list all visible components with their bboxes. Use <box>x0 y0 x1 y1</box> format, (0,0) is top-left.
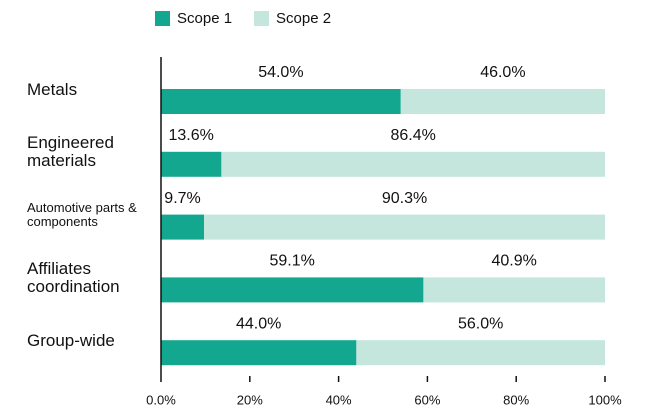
x-tick-label: 0.0% <box>146 392 176 407</box>
value-label: 59.1% <box>270 253 315 270</box>
bar-segment <box>400 89 605 114</box>
value-label: 40.9% <box>492 253 537 270</box>
x-tick-label: 100% <box>588 392 622 407</box>
value-label: 44.0% <box>236 315 281 332</box>
bar-segment <box>161 277 424 303</box>
value-label: 9.7% <box>164 190 200 207</box>
legend-swatch <box>254 11 270 26</box>
value-label: 13.6% <box>169 127 214 144</box>
value-label: 46.0% <box>480 64 525 81</box>
category-label: Engineered materials <box>27 133 114 171</box>
legend-label: Scope 2 <box>276 10 331 27</box>
bar-segment <box>423 277 605 303</box>
legend-label: Scope 1 <box>177 10 232 27</box>
value-label: 90.3% <box>382 190 427 207</box>
bar-segment <box>161 214 205 240</box>
x-tick-label: 80% <box>503 392 529 407</box>
bar-segment <box>221 151 605 177</box>
x-tick-label: 60% <box>414 392 440 407</box>
category-label: Group-wide <box>27 330 115 350</box>
bar-segment <box>356 340 605 366</box>
x-tick-label: 40% <box>326 392 352 407</box>
category-label: Affiliates coordination <box>27 259 120 296</box>
x-tick-label: 20% <box>237 392 263 407</box>
category-label: Automotive parts & components <box>27 200 137 230</box>
bar-segment <box>204 214 605 240</box>
category-label: Metals <box>27 79 78 99</box>
legend-swatch <box>155 11 170 26</box>
bar-segment <box>161 340 357 366</box>
value-label: 54.0% <box>258 64 303 81</box>
value-label: 86.4% <box>391 127 436 144</box>
bar-segment <box>161 89 401 114</box>
bar-segment <box>161 151 222 177</box>
value-label: 56.0% <box>458 315 503 332</box>
